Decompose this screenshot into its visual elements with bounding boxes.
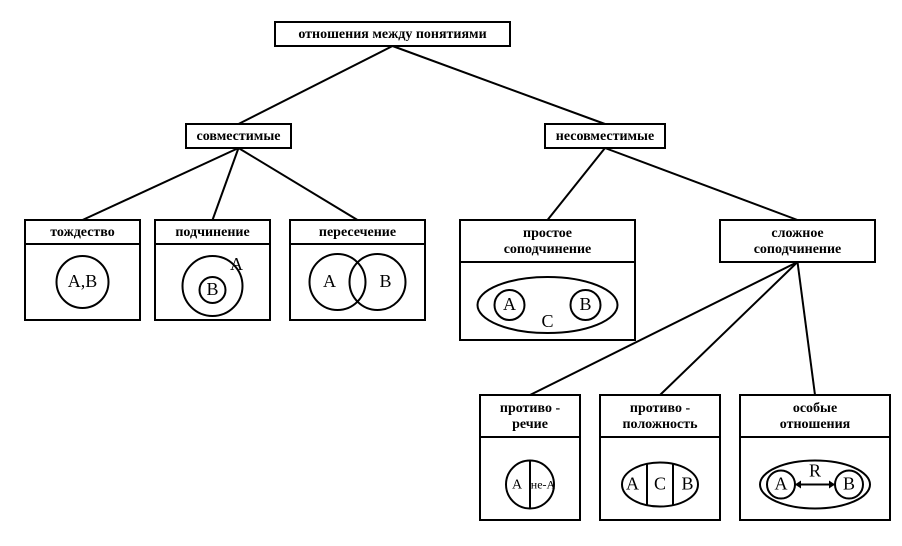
edge-incomp-simple <box>548 148 606 220</box>
node-incomp: несовместимые <box>545 124 665 148</box>
svg-text:B: B <box>579 294 591 314</box>
node-complex: сложноесоподчинение <box>720 220 875 262</box>
node-special: особыеотношения A B R <box>740 395 890 520</box>
node-contrad-label: противо - <box>500 401 561 416</box>
node-simple: простоесоподчинение A B C <box>460 220 635 340</box>
node-complex-label: сложное <box>771 226 823 241</box>
svg-text:A: A <box>775 474 788 494</box>
edge-root-compat <box>239 46 393 124</box>
svg-text:C: C <box>654 474 666 494</box>
node-inter: пересечение A B <box>290 220 425 320</box>
edge-compat-inter <box>239 148 358 220</box>
edge-complex-special <box>798 262 816 395</box>
edge-root-incomp <box>393 46 606 124</box>
svg-text:A: A <box>323 271 336 291</box>
node-contrar: противо -положность ACB <box>600 395 720 520</box>
node-root-label: отношения между понятиями <box>298 27 486 42</box>
node-incomp-label: несовместимые <box>556 129 654 144</box>
glyph-AB: A,B <box>68 271 98 291</box>
node-contrar-label: противо - <box>630 401 691 416</box>
node-simple-label2: соподчинение <box>504 242 592 257</box>
node-special-label2: отношения <box>780 417 851 432</box>
svg-text:A: A <box>626 474 639 494</box>
svg-text:не-A: не-A <box>531 477 556 491</box>
node-simple-label: простое <box>523 226 572 241</box>
concept-relations-diagram: отношения между понятиями совместимые несо… <box>0 0 902 546</box>
svg-text:A: A <box>503 294 516 314</box>
svg-text:B: B <box>681 474 693 494</box>
svg-text:A: A <box>512 478 523 493</box>
node-ident-label: тождество <box>50 225 115 240</box>
svg-text:B: B <box>379 271 391 291</box>
svg-text:A: A <box>230 254 243 274</box>
node-subord-label: подчинение <box>175 225 249 240</box>
edge-compat-ident <box>83 148 239 220</box>
node-special-label: особые <box>793 401 837 416</box>
edge-incomp-complex <box>605 148 798 220</box>
svg-text:C: C <box>541 311 553 331</box>
node-contrad: противо -речие Aне-A <box>480 395 580 520</box>
node-complex-label2: соподчинение <box>754 242 842 257</box>
node-compat: совместимые <box>186 124 291 148</box>
edge-complex-contrar <box>660 262 798 395</box>
svg-text:B: B <box>206 279 218 299</box>
node-inter-label: пересечение <box>319 225 396 240</box>
node-compat-label: совместимые <box>197 129 281 144</box>
node-subord: подчинение AB <box>155 220 270 320</box>
svg-text:R: R <box>809 461 821 481</box>
node-contrar-label2: положность <box>622 417 698 432</box>
node-contrad-label2: речие <box>512 417 548 432</box>
node-ident: тождество A,B <box>25 220 140 320</box>
node-root: отношения между понятиями <box>275 22 510 46</box>
svg-text:B: B <box>843 474 855 494</box>
